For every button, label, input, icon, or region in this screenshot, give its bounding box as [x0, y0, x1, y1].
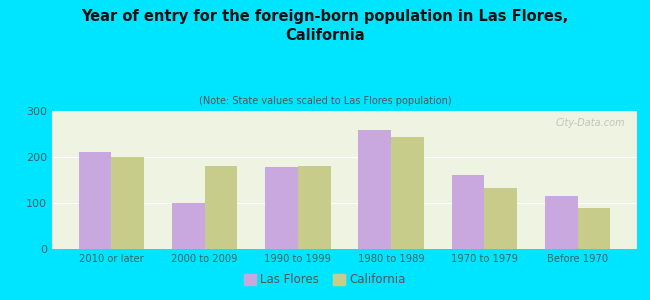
- Bar: [205, 166, 237, 249]
- Bar: [172, 202, 205, 249]
- Text: City-Data.com: City-Data.com: [556, 118, 625, 128]
- Bar: [452, 175, 484, 249]
- Bar: [265, 167, 298, 249]
- Text: (Note: State values scaled to Las Flores population): (Note: State values scaled to Las Flores…: [199, 96, 451, 106]
- Text: Year of entry for the foreign-born population in Las Flores,
California: Year of entry for the foreign-born popul…: [81, 9, 569, 43]
- Bar: [298, 166, 330, 249]
- Bar: [79, 152, 111, 249]
- Bar: [545, 196, 578, 249]
- Bar: [359, 130, 391, 249]
- Bar: [484, 188, 517, 249]
- Bar: [391, 137, 424, 249]
- Bar: [111, 157, 144, 249]
- Legend: Las Flores, California: Las Flores, California: [239, 269, 411, 291]
- Bar: [578, 208, 610, 249]
